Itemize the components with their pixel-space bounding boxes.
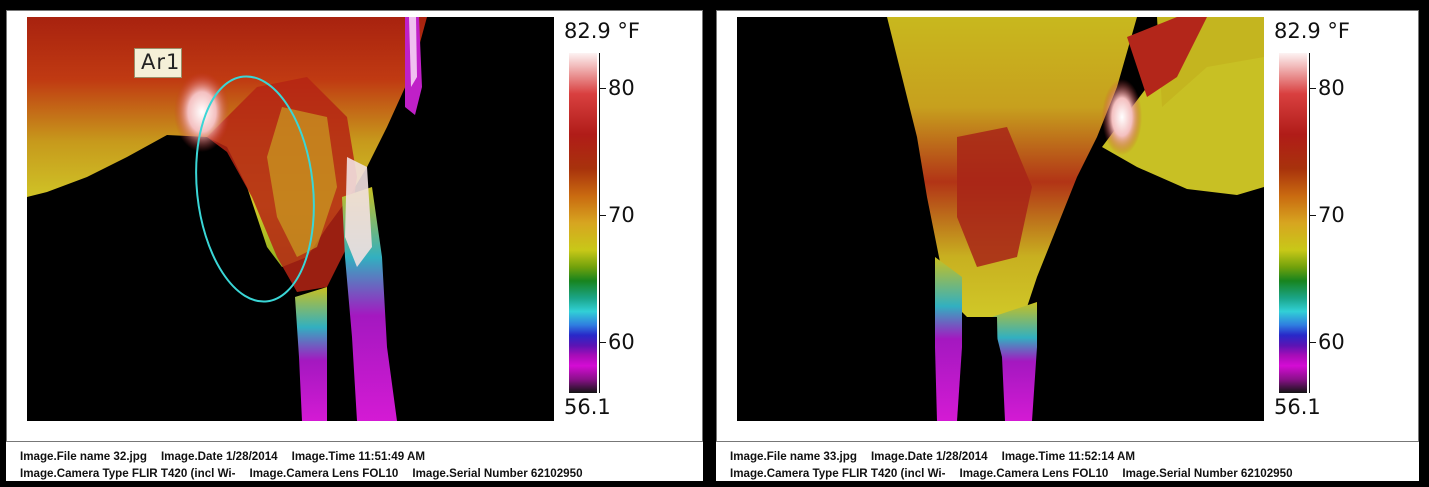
temperature-colorbar	[569, 53, 597, 393]
meta-lens: Image.Camera Lens FOL10	[249, 467, 399, 480]
tick-60	[599, 342, 606, 343]
colorbar-axis	[599, 53, 600, 393]
image-metadata: Image.File name 32.jpg Image.Date 1/28/20…	[20, 448, 597, 482]
thermal-image	[27, 17, 554, 421]
scale-max-label: 82.9 °F	[564, 19, 641, 43]
image-frame: 82.9 °F 80 70 60 56.1	[716, 10, 1419, 442]
meta-serial: Image.Serial Number 62102950	[412, 467, 583, 480]
scale-min-label: 56.1	[564, 395, 611, 419]
temperature-colorbar	[1279, 53, 1307, 393]
thermal-panel-left: Ar1 82.9 °F 80 70 60 56.1 Image.File nam…	[6, 10, 703, 481]
meta-camera: Image.Camera Type FLIR T420 (incl Wi-	[730, 467, 946, 480]
tick-70	[1309, 215, 1316, 216]
roi-ellipse	[195, 75, 315, 303]
tick-60	[1309, 342, 1316, 343]
meta-time: Image.Time 11:51:49 AM	[291, 450, 425, 463]
tick-label-60: 60	[608, 330, 635, 354]
tick-label-70: 70	[608, 203, 635, 227]
meta-file-name: Image.File name 32.jpg	[20, 450, 147, 463]
tick-label-80: 80	[1318, 76, 1345, 100]
tick-label-60: 60	[1318, 330, 1345, 354]
image-frame: Ar1 82.9 °F 80 70 60 56.1	[6, 10, 703, 442]
tick-80	[1309, 88, 1316, 89]
meta-lens: Image.Camera Lens FOL10	[959, 467, 1109, 480]
thermal-image	[737, 17, 1264, 421]
meta-file-name: Image.File name 33.jpg	[730, 450, 857, 463]
meta-serial: Image.Serial Number 62102950	[1122, 467, 1293, 480]
roi-label[interactable]: Ar1	[134, 48, 182, 78]
thermal-panel-right: 82.9 °F 80 70 60 56.1 Image.File name 33…	[716, 10, 1419, 481]
tick-label-70: 70	[1318, 203, 1345, 227]
tick-label-80: 80	[608, 76, 635, 100]
meta-time: Image.Time 11:52:14 AM	[1001, 450, 1135, 463]
tick-80	[599, 88, 606, 89]
meta-camera: Image.Camera Type FLIR T420 (incl Wi-	[20, 467, 236, 480]
image-metadata: Image.File name 33.jpg Image.Date 1/28/20…	[730, 448, 1307, 482]
meta-date: Image.Date 1/28/2014	[160, 450, 278, 463]
tick-70	[599, 215, 606, 216]
scale-max-label: 82.9 °F	[1274, 19, 1351, 43]
scale-min-label: 56.1	[1274, 395, 1321, 419]
meta-date: Image.Date 1/28/2014	[870, 450, 988, 463]
colorbar-axis	[1309, 53, 1310, 393]
